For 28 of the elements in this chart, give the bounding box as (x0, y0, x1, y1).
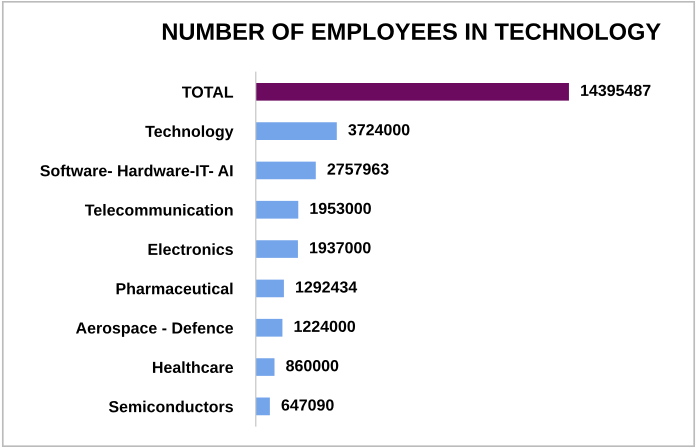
y-tick-label: Technology (145, 125, 234, 140)
bar (256, 82, 569, 101)
data-label: 1224000 (294, 320, 356, 332)
bar (256, 200, 298, 219)
y-tick-label: Electronics (148, 243, 233, 256)
bar (256, 162, 316, 180)
y-tick-label: Aerospace - Defence (76, 322, 234, 337)
y-tick-label: Telecommunication (84, 204, 233, 216)
y-tick-label: Semiconductors (108, 400, 233, 412)
y-tick-label: TOTAL (182, 86, 234, 98)
chart-title: NUMBER OF EMPLOYEES IN TECHNOLOGY (162, 23, 661, 40)
data-label: 860000 (286, 360, 338, 372)
y-tick-label: Pharmaceutical (116, 282, 232, 294)
bar (256, 318, 282, 337)
data-label: 3724000 (348, 124, 410, 136)
bar (256, 240, 298, 258)
data-label: 1292434 (296, 281, 358, 293)
data-label: 2757963 (327, 163, 389, 175)
data-label: 14395487 (581, 84, 650, 96)
bar (256, 280, 284, 298)
y-tick-label: Healthcare (152, 361, 234, 374)
data-label: 1937000 (310, 242, 371, 254)
data-label: 1953000 (310, 202, 371, 214)
bar (256, 358, 275, 376)
data-label: 647090 (282, 399, 334, 411)
bar (256, 122, 337, 140)
y-tick-label: Software- Hardware-IT- AI (40, 164, 233, 176)
bar (256, 398, 270, 416)
